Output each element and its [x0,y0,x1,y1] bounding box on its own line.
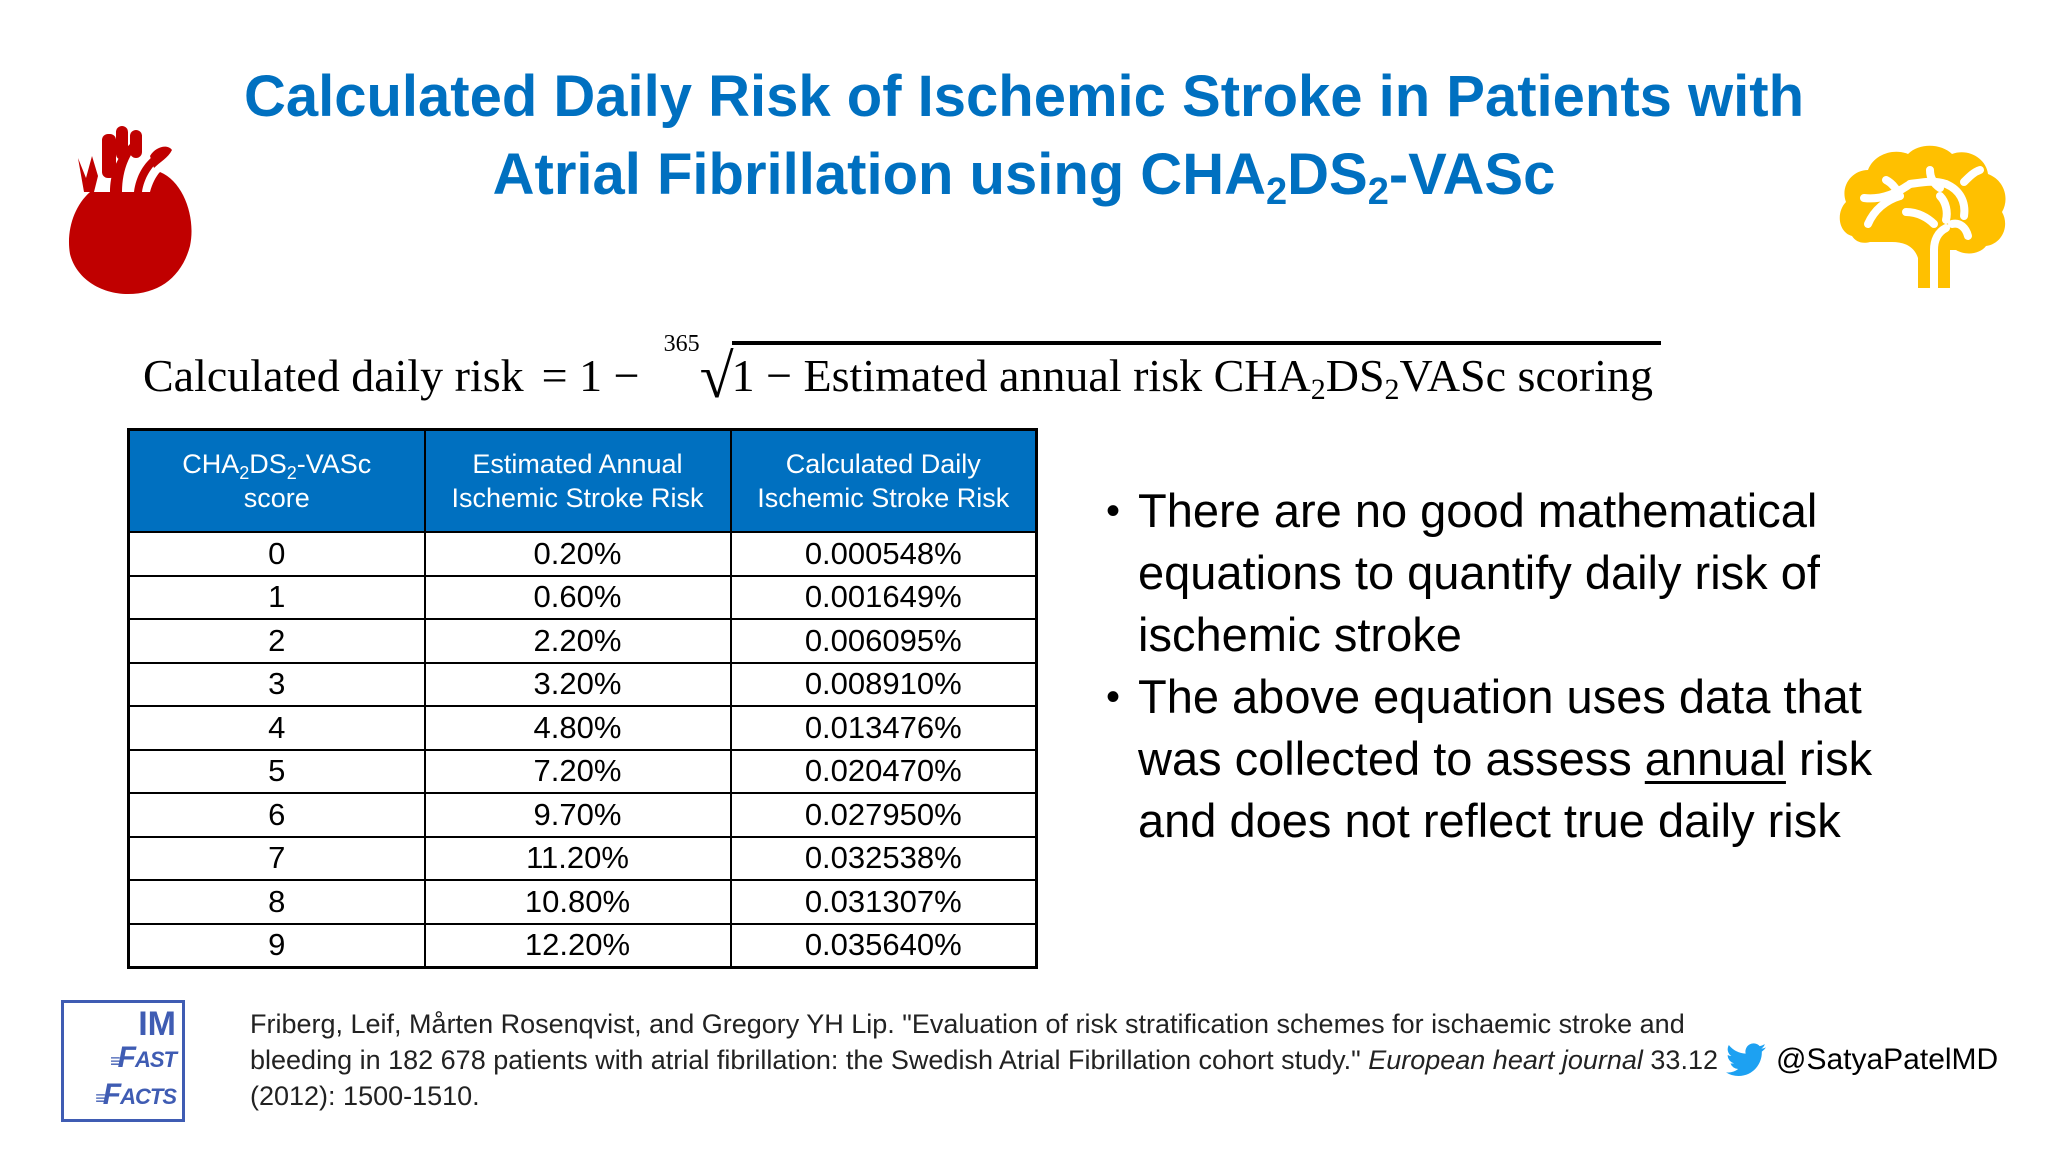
underlined-annual: annual [1644,732,1786,785]
citation: Friberg, Leif, Mårten Rosenqvist, and Gr… [250,1009,1718,1111]
cell-annual: 4.80% [423,705,732,751]
title-line-1: Calculated Daily Risk of Ischemic Stroke… [243,64,1805,129]
title-line-2: Atrial Fibrillation using CHA2DS2-VASc [492,142,1556,213]
cell-score: 3 [127,661,426,707]
table-row: 1 0.60% 0.001649% [127,574,1038,620]
heart-icon [68,126,192,294]
cell-annual: 12.20% [423,922,732,969]
cell-annual: 0.60% [423,574,732,620]
cell-annual: 9.70% [423,792,732,838]
cell-daily: 0.020470% [729,748,1038,794]
cell-annual: 3.20% [423,661,732,707]
twitter-handle[interactable]: @SatyaPatelMD [1726,1043,1998,1077]
cell-annual: 7.20% [423,748,732,794]
cell-annual: 10.80% [423,879,732,925]
im-fast-facts-logo: IM ≡FAST ≡FACTS [61,1000,185,1122]
formula-lhs: Calculated daily risk [143,350,524,401]
table-row: 4 4.80% 0.013476% [127,705,1038,751]
table-header-row: CHA2DS2-VASc score Estimated Annual Ischem… [127,428,1038,533]
header-daily-risk: Calculated Daily Ischemic Stroke Risk [729,428,1038,533]
cell-annual: 2.20% [423,618,732,664]
speed-lines-icon: ≡ [110,1051,120,1071]
journal-name: European heart journal [1368,1045,1643,1075]
radical-sign-icon: √ [699,343,734,411]
cell-daily: 0.008910% [729,661,1038,707]
root-index: 365 [663,331,700,357]
table-row: 5 7.20% 0.020470% [127,748,1038,794]
cell-daily: 0.000548% [729,531,1038,577]
cell-daily: 0.027950% [729,792,1038,838]
header-annual-risk: Estimated Annual Ischemic Stroke Risk [423,428,732,533]
table-row: 9 12.20% 0.035640% [127,922,1038,969]
cell-daily: 0.006095% [729,618,1038,664]
cell-score: 2 [127,618,426,664]
page-title: Calculated Daily Risk of Ischemic Stroke… [0,58,2048,214]
twitter-handle-text: @SatyaPatelMD [1776,1043,1999,1076]
cell-score: 6 [127,792,426,838]
table-row: 8 10.80% 0.031307% [127,879,1038,925]
cell-score: 0 [127,531,426,577]
cell-score: 1 [127,574,426,620]
bullet-item: The above equation uses data that was co… [1106,666,1928,852]
daily-risk-formula: Calculated daily risk = 1 − 365 √ 1 − Es… [143,322,1661,408]
table-row: 3 3.20% 0.008910% [127,661,1038,707]
header-score: CHA2DS2-VASc score [127,428,426,533]
table-row: 0 0.20% 0.000548% [127,531,1038,577]
risk-table: CHA2DS2-VASc score Estimated Annual Ischem… [127,428,1038,969]
cell-daily: 0.031307% [729,879,1038,925]
table-row: 2 2.20% 0.006095% [127,618,1038,664]
cell-score: 8 [127,879,426,925]
speed-lines-icon: ≡ [95,1088,105,1108]
cell-daily: 0.035640% [729,922,1038,969]
table-row: 7 11.20% 0.032538% [127,835,1038,881]
cell-daily: 0.013476% [729,705,1038,751]
cell-annual: 0.20% [423,531,732,577]
table-row: 6 9.70% 0.027950% [127,792,1038,838]
cell-score: 5 [127,748,426,794]
cell-score: 7 [127,835,426,881]
brain-icon [1839,145,2006,288]
cell-annual: 11.20% [423,835,732,881]
formula-operator: = 1 − [541,350,640,401]
twitter-icon [1726,1043,1766,1076]
bullet-item: There are no good mathematical equations… [1106,480,1928,666]
cell-score: 4 [127,705,426,751]
radicand: 1 − Estimated annual risk CHA2DS2VASc sc… [731,341,1661,405]
bullet-list: There are no good mathematical equations… [1106,480,1928,852]
radical: √ 1 − Estimated annual risk CHA2DS2VASc … [700,340,1661,408]
cell-daily: 0.001649% [729,574,1038,620]
cell-score: 9 [127,922,426,969]
cell-daily: 0.032538% [729,835,1038,881]
